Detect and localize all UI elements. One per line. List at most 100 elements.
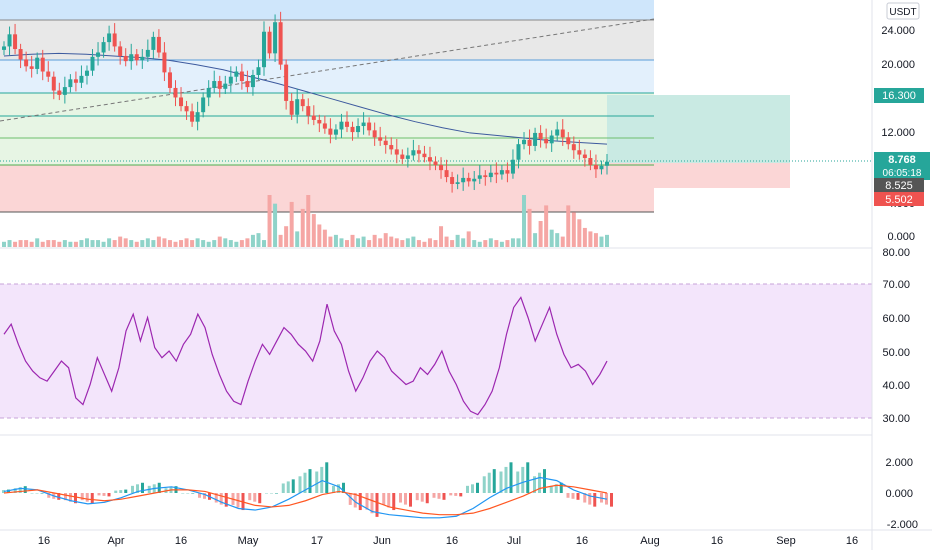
volume-bar: [582, 227, 587, 247]
candle-body: [394, 149, 399, 155]
volume-bar: [439, 226, 444, 247]
macd-histogram-bar: [30, 493, 34, 494]
volume-bar: [234, 241, 239, 247]
macd-histogram-bar: [69, 493, 72, 502]
macd-histogram-bar: [358, 493, 362, 511]
volume-bar: [605, 234, 609, 247]
macd-histogram-bar: [23, 486, 27, 493]
rsi-line: [3, 296, 608, 416]
macd-histogram-bar: [181, 493, 185, 494]
macd-histogram-bar: [337, 484, 340, 493]
stop-box[interactable]: [607, 163, 790, 188]
volume-bar: [538, 221, 543, 247]
macd-histogram-bar: [476, 482, 479, 493]
candle-body: [245, 81, 250, 88]
red-zone: [0, 165, 654, 212]
macd-histogram-bar: [308, 469, 312, 493]
candle-body: [361, 122, 366, 127]
macd-histogram-bar: [40, 493, 44, 494]
candle-body: [13, 34, 18, 50]
candle-body: [201, 97, 206, 113]
macd-histogram-bar: [492, 469, 496, 493]
volume-bar: [549, 229, 554, 247]
rsi-tick: 60.00: [882, 313, 910, 325]
candle-body: [300, 99, 305, 107]
target-box[interactable]: [607, 95, 790, 163]
candle-body: [416, 150, 421, 154]
candle-body: [73, 79, 78, 83]
macd-histogram-bar: [141, 482, 144, 493]
price-tick: 24.000: [881, 25, 915, 37]
volume-bar: [477, 241, 482, 247]
volume-bar: [560, 236, 565, 247]
volume-bar: [284, 226, 289, 247]
trend-line[interactable]: [0, 18, 655, 122]
macd-histogram-bar: [114, 490, 118, 493]
macd-histogram-bar: [90, 493, 94, 504]
candle-body: [560, 129, 565, 138]
volume-bar: [112, 240, 117, 247]
macd-histogram-bar: [425, 493, 429, 504]
macd-histogram-bar: [342, 482, 345, 493]
volume-bar: [499, 241, 504, 247]
volume-bar: [223, 238, 228, 247]
candle-body: [107, 33, 112, 43]
macd-histogram-bar: [325, 462, 329, 493]
macd-histogram-bar: [404, 493, 407, 505]
volume-bar: [40, 241, 45, 247]
macd-histogram-bar: [248, 493, 252, 501]
candle-body: [79, 75, 84, 83]
volume-bar: [201, 240, 206, 247]
candle-body: [179, 97, 184, 107]
candle-body: [422, 153, 427, 158]
candle-body: [477, 175, 482, 179]
target-label: 16.300: [874, 88, 924, 103]
candle-body: [289, 100, 294, 115]
currency-label: USDT: [886, 2, 920, 20]
time-tick: 16: [576, 535, 588, 547]
candle-body: [544, 138, 549, 144]
macd-histogram-bar: [275, 493, 278, 494]
volume-bar: [156, 236, 161, 247]
macd-histogram-bar: [415, 493, 419, 501]
candle-body: [505, 170, 510, 174]
candle-body: [555, 129, 560, 136]
macd-histogram-bar: [482, 476, 486, 493]
candle-body: [593, 164, 598, 170]
volume-bar: [405, 238, 410, 247]
volume-bar: [372, 234, 377, 247]
volume-bar: [2, 241, 6, 247]
macd-histogram-bar: [57, 493, 61, 500]
macd-histogram-bar: [7, 489, 10, 493]
candle-body: [317, 119, 322, 124]
volume-bar: [217, 236, 222, 247]
candle-body: [400, 154, 405, 159]
macd-histogram-bar: [298, 476, 302, 493]
macd-histogram-bar: [124, 489, 128, 493]
macd-histogram-bar: [198, 493, 201, 498]
candle-body: [217, 81, 222, 89]
macd-histogram-bar: [219, 493, 223, 505]
candle-body: [145, 49, 150, 57]
candle-body: [123, 55, 128, 62]
volume-bar: [317, 224, 322, 247]
volume-bar: [367, 240, 372, 247]
candle-body: [533, 132, 538, 146]
macd-histogram-bar: [131, 485, 134, 493]
candle-body: [129, 54, 134, 62]
macd-histogram-bar: [47, 493, 51, 498]
volume-bar: [527, 208, 532, 247]
candle-body: [571, 144, 576, 151]
candle-body: [356, 126, 361, 133]
volume-bar: [455, 234, 460, 247]
volume-bar: [289, 201, 294, 247]
candle-body: [350, 126, 355, 133]
candle-body: [599, 165, 604, 170]
macd-histogram-bar: [432, 493, 436, 498]
svg-text:5.502: 5.502: [885, 194, 913, 206]
volume-bar: [333, 234, 338, 247]
macd-histogram-bar: [119, 490, 123, 493]
volume-bar: [344, 240, 349, 247]
candle-body: [516, 144, 521, 160]
